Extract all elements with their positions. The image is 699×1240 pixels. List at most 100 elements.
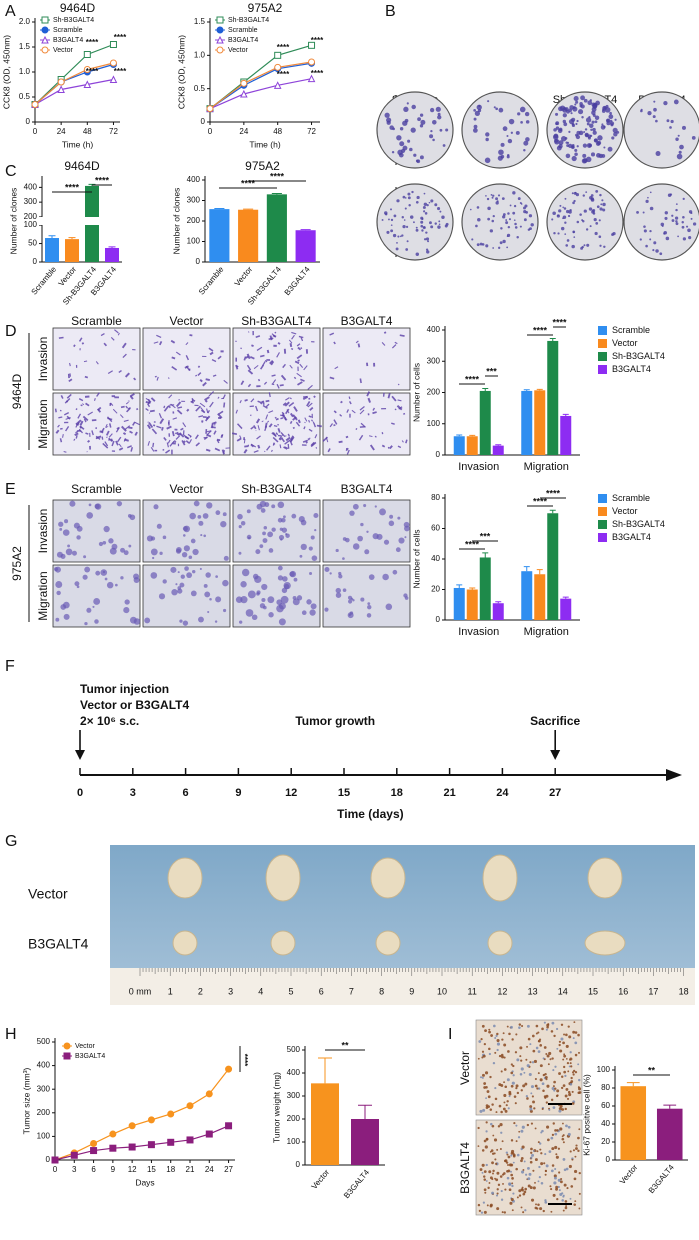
nucleus xyxy=(496,1148,499,1151)
nucleus xyxy=(481,1163,485,1167)
colony xyxy=(642,211,645,214)
nucleus xyxy=(503,1043,507,1047)
cell xyxy=(203,583,208,588)
cell xyxy=(309,572,313,576)
nucleus xyxy=(571,1102,575,1105)
colony xyxy=(391,151,395,154)
colony xyxy=(692,222,697,226)
chart-title: 9464D xyxy=(64,159,100,173)
nucleus xyxy=(578,1172,581,1175)
nucleus xyxy=(562,1141,565,1144)
error-bar xyxy=(562,596,569,599)
nucleus xyxy=(515,1124,518,1127)
cell xyxy=(387,446,390,449)
colony xyxy=(506,246,509,249)
cell xyxy=(262,531,266,536)
colony xyxy=(514,222,517,226)
cell xyxy=(175,435,181,440)
cell xyxy=(345,537,350,543)
y-axis-title: Number of clones xyxy=(8,188,18,255)
colony xyxy=(603,146,606,149)
cell xyxy=(197,372,202,376)
cell xyxy=(297,359,300,362)
nucleus xyxy=(496,1038,500,1043)
x-tick-label: 6 xyxy=(91,1165,96,1174)
nucleus xyxy=(489,1176,493,1180)
nucleus xyxy=(540,1181,544,1185)
nucleus xyxy=(526,1045,529,1048)
nucleus xyxy=(552,1193,556,1197)
cell xyxy=(267,531,274,538)
cell xyxy=(215,575,218,578)
bar xyxy=(311,1083,339,1165)
cell xyxy=(94,503,100,509)
cell xyxy=(124,372,130,378)
cell xyxy=(163,436,167,441)
cell xyxy=(268,410,274,414)
colony xyxy=(487,206,491,211)
cell xyxy=(80,404,83,407)
nucleus xyxy=(564,1200,568,1203)
significance: **** xyxy=(311,69,324,78)
legend-label: Sh-B3GALT4 xyxy=(612,351,665,361)
nucleus xyxy=(563,1054,567,1058)
nucleus xyxy=(544,1153,547,1156)
cell xyxy=(255,549,261,555)
colony xyxy=(676,153,683,160)
error-bar xyxy=(214,207,225,210)
cell xyxy=(270,361,275,366)
cell xyxy=(329,572,332,575)
cell xyxy=(84,566,91,573)
bar xyxy=(521,571,533,620)
nucleus xyxy=(541,1129,544,1133)
cell xyxy=(298,516,305,523)
nucleus xyxy=(488,1028,491,1031)
colony xyxy=(405,248,409,251)
cell xyxy=(333,424,336,427)
cell xyxy=(69,373,72,377)
colony xyxy=(573,199,576,203)
cell xyxy=(277,575,284,581)
nucleus xyxy=(510,1071,514,1075)
cell xyxy=(124,599,130,605)
cell xyxy=(265,403,270,408)
cell xyxy=(300,378,305,382)
legend-marker xyxy=(41,46,49,54)
cell xyxy=(202,381,207,387)
y-tick-label: 0 xyxy=(436,450,441,459)
series-line xyxy=(209,62,312,110)
cell xyxy=(65,426,70,432)
cell xyxy=(102,540,107,545)
nucleus xyxy=(560,1037,564,1041)
ruler-label: 0 mm xyxy=(129,986,152,996)
cell xyxy=(119,414,124,419)
cell xyxy=(372,411,377,415)
cell xyxy=(240,380,245,386)
dish xyxy=(623,183,699,261)
nucleus xyxy=(486,1204,489,1207)
nucleus xyxy=(544,1076,548,1079)
cell xyxy=(121,425,127,432)
colony xyxy=(523,209,527,214)
error-bar xyxy=(536,388,543,391)
colony xyxy=(664,216,668,220)
nucleus xyxy=(496,1207,500,1211)
colony xyxy=(439,210,442,213)
cell xyxy=(282,402,287,406)
cell xyxy=(133,573,140,580)
nucleus xyxy=(515,1033,518,1036)
nucleus xyxy=(574,1041,578,1045)
nucleus xyxy=(540,1152,543,1155)
nucleus xyxy=(545,1028,548,1031)
legend-label: Sh-B3GALT4 xyxy=(53,17,94,24)
nucleus xyxy=(510,1170,512,1173)
cell xyxy=(255,405,259,412)
colony xyxy=(581,116,584,119)
nucleus xyxy=(527,1177,531,1181)
nucleus xyxy=(508,1032,511,1036)
cell xyxy=(206,502,213,509)
cell xyxy=(122,432,127,436)
cell xyxy=(82,415,89,422)
cell xyxy=(266,420,270,423)
nucleus xyxy=(569,1150,572,1153)
